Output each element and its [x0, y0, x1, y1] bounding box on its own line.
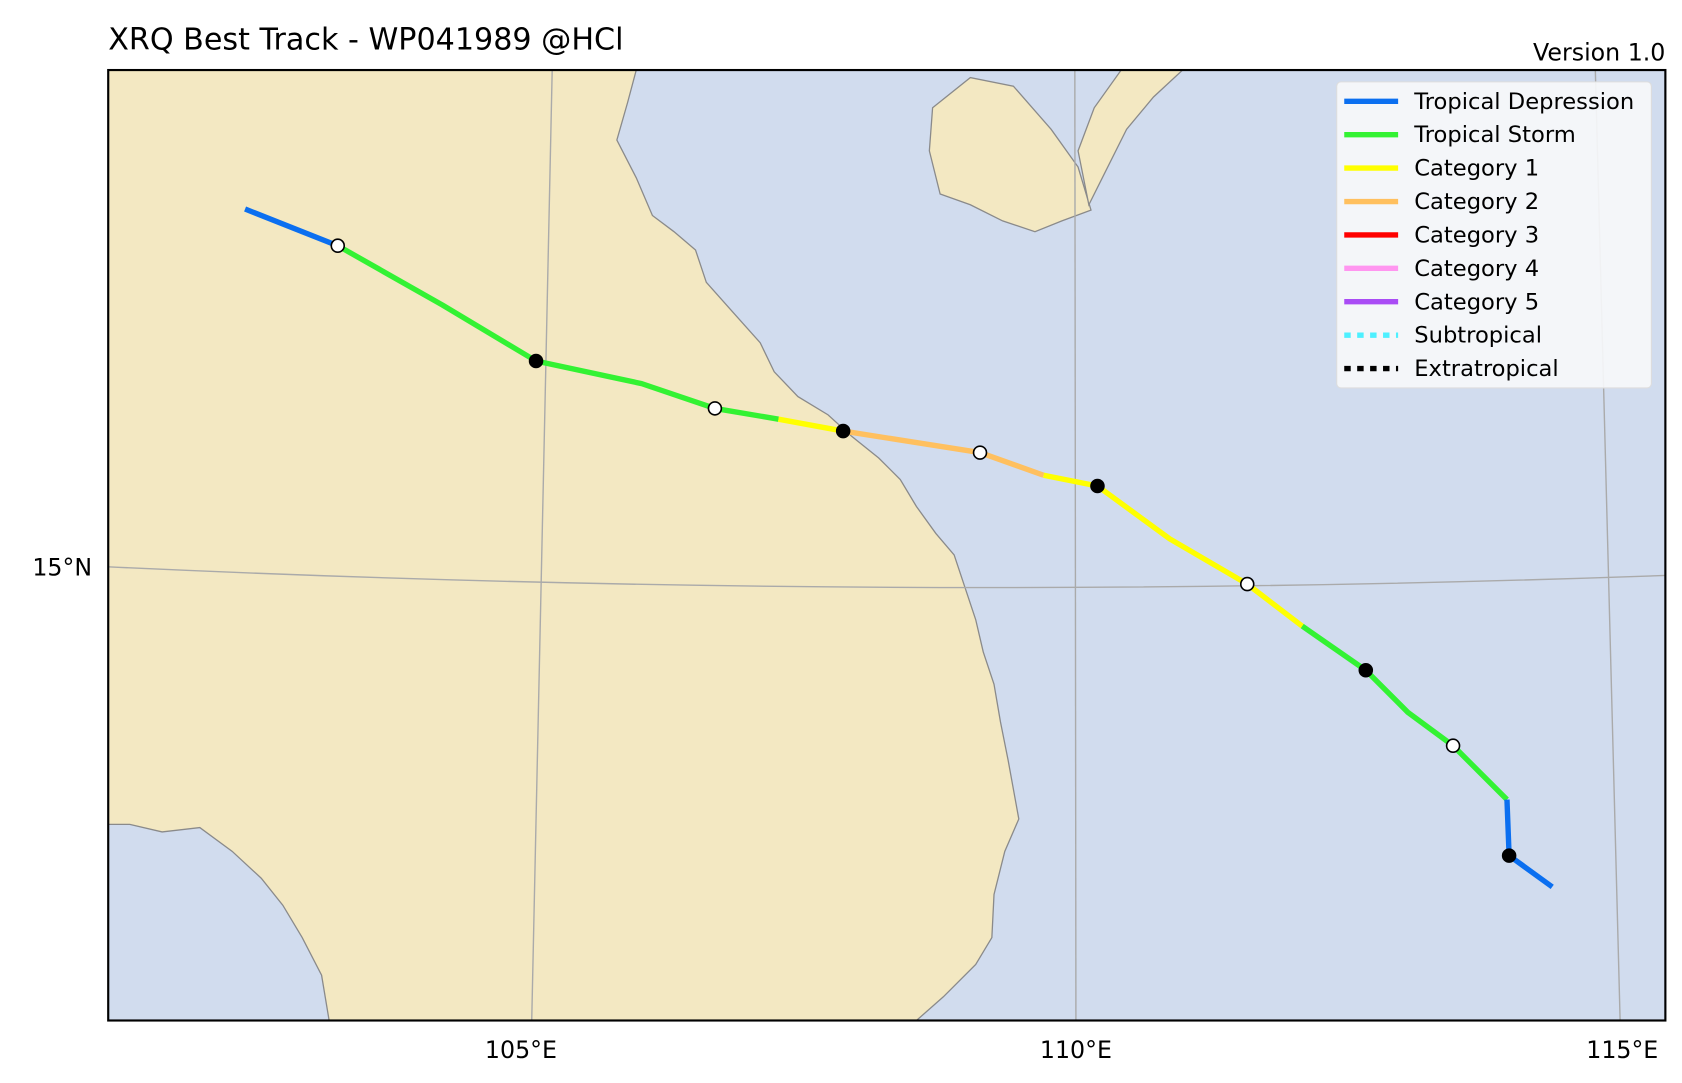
- legend-label: Category 1: [1414, 156, 1539, 182]
- marker-filled: [1090, 478, 1105, 494]
- land-mainland: [108, 70, 1020, 1021]
- track: [244, 206, 1554, 890]
- x-label: 115°E: [1586, 1036, 1658, 1064]
- version: Version 1.0: [1533, 38, 1665, 66]
- legend-label: Tropical Storm: [1413, 122, 1575, 148]
- marker-open: [1445, 738, 1461, 753]
- meridian: [1074, 70, 1077, 1021]
- axis-labels: 105°E 110°E 115°E 15°N: [32, 553, 1658, 1064]
- marker-filled: [835, 423, 851, 439]
- x-label: 105°E: [485, 1036, 557, 1064]
- legend: Tropical Depression Tropical Storm Categor…: [1336, 81, 1652, 389]
- y-label: 15°N: [32, 553, 92, 581]
- land-island: [928, 76, 1092, 233]
- legend-label: Category 3: [1414, 222, 1539, 248]
- legend-label: Extratropical: [1414, 356, 1558, 382]
- marker-open: [1239, 576, 1255, 592]
- meridian: [531, 70, 553, 1021]
- marker-filled: [528, 353, 544, 369]
- legend-lines: [1344, 98, 1399, 372]
- legend-label: Tropical Depression: [1413, 89, 1634, 115]
- legend-box: [1336, 81, 1652, 389]
- legend-labels: Tropical Depression Tropical Storm Categor…: [1413, 89, 1634, 382]
- legend-label: Category 5: [1414, 289, 1539, 315]
- marker-filled: [1501, 848, 1517, 863]
- track-segment: [1300, 623, 1509, 802]
- track-segment: [1043, 472, 1304, 629]
- parallel: [108, 566, 1666, 589]
- track-segment: [778, 416, 844, 434]
- x-label: 110°E: [1040, 1036, 1112, 1064]
- marker-open: [707, 401, 723, 416]
- land-coast: [1077, 70, 1184, 207]
- legend-label: Category 4: [1414, 256, 1539, 282]
- legend-label: Category 2: [1414, 189, 1539, 215]
- frame: [107, 68, 1667, 1022]
- track-segment: [336, 243, 779, 422]
- title: XRQ Best Track - WP041989 @HCl: [108, 23, 623, 58]
- track-markers: [330, 238, 1517, 863]
- marker-open: [330, 238, 346, 253]
- legend-label: Subtropical: [1414, 323, 1542, 349]
- marker-open: [972, 445, 988, 460]
- track-segment: [244, 206, 339, 249]
- marker-filled: [1358, 663, 1374, 678]
